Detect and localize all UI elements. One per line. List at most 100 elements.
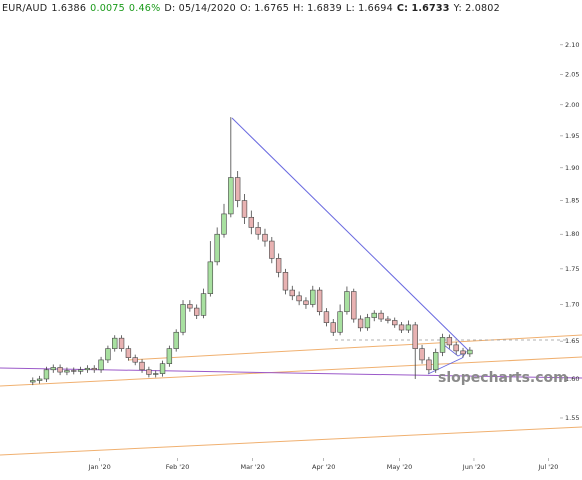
x-tick-label: Jun '20	[462, 463, 485, 471]
close: 1.6733	[411, 3, 450, 14]
y-tick-label: 1.80	[565, 230, 579, 238]
candle-body	[77, 369, 84, 372]
candle-body	[146, 369, 152, 375]
candle-body	[439, 337, 446, 353]
candle-body	[57, 367, 63, 373]
candle-body	[125, 348, 132, 358]
y-tick-label: 2.00	[565, 101, 579, 109]
candle-body	[248, 216, 255, 228]
candle-body	[36, 378, 43, 381]
candle-body	[344, 291, 350, 313]
candle-body	[193, 307, 200, 316]
candle-body	[275, 258, 282, 273]
candle-body	[112, 337, 118, 349]
candle-body	[357, 318, 364, 329]
x-tick-label: Mar '20	[240, 463, 264, 471]
candle-body	[398, 324, 405, 331]
y-tick-label: 1.90	[565, 164, 579, 172]
candle-body	[214, 233, 220, 263]
trend-line	[231, 117, 471, 353]
x-tick-label: Jul '20	[537, 463, 558, 471]
x-tick-label: May '20	[387, 463, 413, 471]
candle-body	[221, 213, 227, 235]
watermark: slopecharts.com	[438, 370, 568, 386]
candle-body	[330, 322, 336, 333]
y-tick-label: 2.05	[565, 70, 579, 78]
candle-body	[43, 369, 50, 380]
candle-body	[467, 349, 473, 355]
candle-body	[180, 304, 186, 333]
y-tick-label: 1.95	[565, 132, 579, 140]
header: EUR/AUD 1.6386 0.0075 0.46% D: 05/14/2020 O: …	[2, 3, 504, 14]
annotations	[0, 117, 582, 456]
candle-body	[392, 320, 398, 326]
candle-body	[207, 261, 214, 294]
candle-body	[228, 177, 234, 215]
x-tick-label: Apr '20	[312, 463, 335, 471]
high: H: 1.6839	[293, 3, 342, 14]
candle-body	[378, 312, 384, 320]
candle-body	[453, 344, 459, 352]
candle-body	[460, 350, 466, 355]
candle-body	[139, 361, 145, 371]
candle-body	[234, 177, 241, 201]
x-tick-label: Feb '20	[166, 463, 190, 471]
candle-body	[364, 317, 371, 329]
candle-body	[426, 359, 432, 371]
candle-body	[118, 337, 125, 349]
candle-body	[419, 348, 425, 361]
candle-body	[269, 240, 275, 259]
open: O: 1.6765	[239, 3, 290, 14]
candle-body	[241, 200, 248, 218]
candle-body	[98, 359, 104, 371]
date: D: 05/14/2020	[164, 3, 236, 14]
candle-body	[30, 380, 36, 383]
last: 1.6386	[51, 3, 87, 14]
candle-body	[262, 233, 268, 242]
candle-body	[173, 331, 179, 349]
candle-body	[323, 311, 330, 323]
candle-body	[91, 367, 97, 371]
y-tick-label: 1.70	[565, 300, 579, 308]
candle-body	[371, 312, 377, 318]
candle-body	[351, 291, 357, 320]
candle-body	[289, 289, 295, 297]
trend-line	[0, 356, 582, 387]
candle-body	[337, 311, 343, 333]
candle-body	[64, 370, 70, 373]
y-tick-label: 1.55	[565, 414, 579, 422]
candle-body	[159, 363, 166, 374]
candle-body	[433, 352, 439, 371]
change-pct: 0.46%	[128, 3, 161, 14]
candle-body	[296, 295, 302, 302]
candle-body	[71, 370, 77, 372]
x-tick-label: Jan '20	[88, 463, 111, 471]
candle-body	[105, 348, 111, 361]
symbol: EUR/AUD	[2, 3, 48, 14]
y-tick-label: 1.60	[565, 375, 579, 383]
trend-line	[127, 334, 582, 361]
candle-body	[166, 348, 173, 365]
candle-body	[303, 300, 309, 305]
year-high: Y: 2.0802	[453, 3, 500, 14]
low: L: 1.6694	[345, 3, 393, 14]
candle-body	[132, 357, 138, 363]
y-tick-label: 1.75	[565, 265, 579, 273]
y-tick-label: 1.85	[565, 197, 579, 205]
candle-body	[153, 373, 159, 375]
candle-body	[316, 289, 323, 313]
pattern-line	[427, 344, 468, 375]
candle-body	[385, 318, 391, 321]
candle-body	[50, 367, 56, 371]
candle-body	[282, 272, 289, 291]
trend-line	[0, 367, 582, 379]
candle-body	[200, 293, 207, 316]
candle-body	[412, 324, 418, 349]
y-tick-label: 2.10	[565, 41, 579, 49]
candle-body	[405, 324, 412, 331]
y-tick-label: 1.65	[565, 337, 579, 345]
candle-body	[255, 227, 261, 235]
close-label: C:	[396, 3, 409, 14]
